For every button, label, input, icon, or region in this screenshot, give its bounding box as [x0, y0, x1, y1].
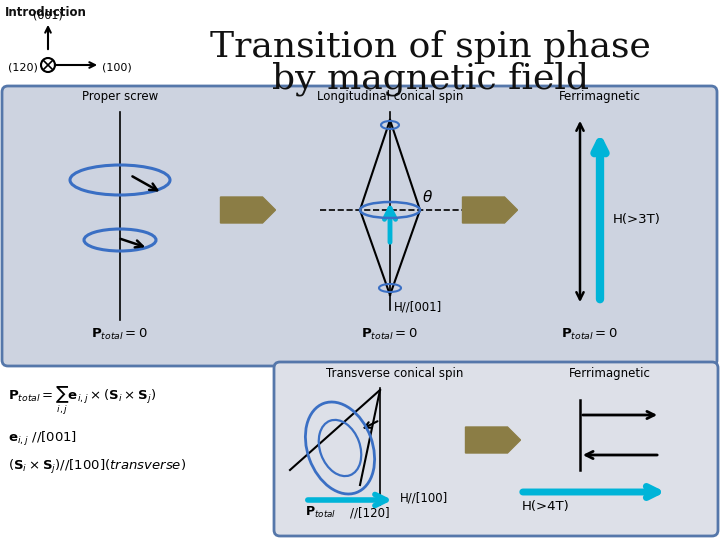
Polygon shape — [462, 197, 518, 223]
Text: $\mathbf{e}_{i,j}$ //[001]: $\mathbf{e}_{i,j}$ //[001] — [8, 430, 77, 448]
Text: (001): (001) — [33, 10, 63, 20]
Text: H(>4T): H(>4T) — [522, 500, 570, 513]
Text: Proper screw: Proper screw — [82, 90, 158, 103]
Text: (100): (100) — [102, 63, 132, 73]
FancyBboxPatch shape — [274, 362, 718, 536]
Text: Ferrimagnetic: Ferrimagnetic — [559, 90, 641, 103]
Text: Introduction: Introduction — [5, 6, 87, 19]
Text: Transition of spin phase: Transition of spin phase — [210, 30, 650, 64]
Text: $\mathbf{P}_{total}=0$: $\mathbf{P}_{total}=0$ — [91, 327, 148, 342]
Text: $\mathbf{P}_{total}=\sum_{i,j}\mathbf{e}_{i,j}\times(\mathbf{S}_i\times\mathbf{S: $\mathbf{P}_{total}=\sum_{i,j}\mathbf{e}… — [8, 385, 156, 417]
FancyBboxPatch shape — [2, 86, 717, 366]
Text: Ferrimagnetic: Ferrimagnetic — [569, 367, 651, 380]
Text: H(>3T): H(>3T) — [613, 213, 661, 226]
Polygon shape — [466, 427, 521, 453]
Text: $\mathbf{P}_{total}=0$: $\mathbf{P}_{total}=0$ — [361, 327, 418, 342]
Text: H//[001]: H//[001] — [394, 300, 442, 313]
Text: Transverse conical spin: Transverse conical spin — [326, 367, 464, 380]
Text: H//[100]: H//[100] — [400, 491, 449, 504]
Text: $\mathbf{P}_{total}$: $\mathbf{P}_{total}$ — [305, 505, 336, 520]
Text: $\theta$: $\theta$ — [422, 189, 433, 205]
Text: by magnetic field: by magnetic field — [271, 62, 588, 97]
Text: //[120]: //[120] — [350, 506, 390, 519]
Text: $\mathbf{P}_{total}=0$: $\mathbf{P}_{total}=0$ — [562, 327, 618, 342]
Text: $(\mathbf{S}_i\times\mathbf{S}_j)$//[100]$(\mathit{transverse})$: $(\mathbf{S}_i\times\mathbf{S}_j)$//[100… — [8, 458, 186, 476]
Polygon shape — [220, 197, 276, 223]
Text: Longitudinal conical spin: Longitudinal conical spin — [317, 90, 463, 103]
Text: (120): (120) — [8, 63, 38, 73]
